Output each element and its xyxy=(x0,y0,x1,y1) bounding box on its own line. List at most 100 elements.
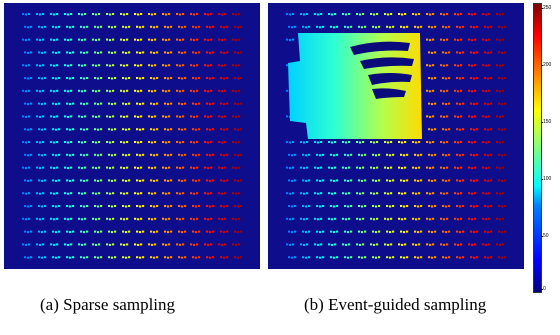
depth-point xyxy=(95,192,98,195)
depth-point xyxy=(316,25,319,28)
depth-point xyxy=(496,192,499,195)
depth-point xyxy=(302,256,305,259)
depth-point xyxy=(154,38,157,41)
depth-point xyxy=(347,256,350,259)
depth-point xyxy=(165,90,168,93)
depth-point xyxy=(196,192,199,195)
depth-point xyxy=(70,192,73,195)
depth-point xyxy=(134,115,137,118)
depth-point xyxy=(440,166,443,169)
depth-map-event-guided xyxy=(268,3,524,269)
depth-point xyxy=(234,179,237,182)
depth-point xyxy=(55,77,58,80)
depth-point xyxy=(66,256,69,259)
depth-point xyxy=(176,89,179,92)
depth-point xyxy=(238,141,241,143)
depth-point xyxy=(140,115,143,118)
depth-point xyxy=(224,166,227,169)
depth-point xyxy=(373,243,376,246)
depth-point xyxy=(137,218,140,221)
depth-point xyxy=(204,217,207,220)
depth-point xyxy=(428,153,431,156)
depth-point xyxy=(344,256,347,259)
depth-point xyxy=(70,64,73,67)
depth-point xyxy=(94,153,97,156)
depth-point xyxy=(221,64,224,67)
depth-point xyxy=(92,243,95,246)
depth-point xyxy=(496,38,499,41)
depth-point xyxy=(39,90,42,93)
depth-point xyxy=(476,25,479,28)
depth-point xyxy=(372,25,375,28)
depth-point xyxy=(429,243,432,246)
depth-point xyxy=(164,153,167,156)
depth-point xyxy=(240,128,243,131)
depth-point xyxy=(291,205,294,208)
depth-point xyxy=(120,13,123,15)
colorbar-gradient xyxy=(533,3,542,293)
depth-point xyxy=(58,128,61,131)
depth-point xyxy=(120,64,123,67)
depth-point xyxy=(142,77,145,79)
depth-point xyxy=(111,128,114,131)
depth-point xyxy=(122,25,125,28)
depth-point xyxy=(84,217,87,220)
depth-point xyxy=(471,141,474,144)
depth-point xyxy=(36,89,39,92)
depth-point xyxy=(490,179,493,182)
depth-point xyxy=(303,243,306,246)
depth-point xyxy=(22,89,25,92)
depth-point xyxy=(456,128,459,131)
depth-point xyxy=(170,51,173,54)
depth-point xyxy=(148,64,151,67)
depth-point xyxy=(176,64,179,67)
depth-point xyxy=(22,166,25,169)
depth-point xyxy=(109,64,112,67)
depth-point xyxy=(168,192,171,195)
depth-point xyxy=(86,256,89,259)
depth-point xyxy=(22,217,25,220)
depth-point xyxy=(204,243,207,246)
depth-point xyxy=(122,51,125,54)
depth-point xyxy=(482,115,485,118)
depth-point xyxy=(69,154,72,157)
depth-point xyxy=(193,243,196,246)
depth-point xyxy=(125,51,128,54)
depth-point xyxy=(398,243,401,246)
depth-point xyxy=(443,243,446,246)
depth-point xyxy=(195,256,198,259)
depth-point xyxy=(111,51,114,54)
depth-point xyxy=(468,192,471,195)
depth-point xyxy=(375,256,378,259)
depth-point xyxy=(168,217,171,220)
depth-point xyxy=(120,166,123,169)
depth-point xyxy=(442,153,445,156)
depth-point xyxy=(136,205,139,207)
depth-point xyxy=(212,128,215,131)
depth-point xyxy=(67,218,70,221)
depth-point xyxy=(316,256,319,259)
depth-point xyxy=(94,256,97,259)
depth-point xyxy=(72,77,75,79)
depth-point xyxy=(44,153,47,156)
depth-point xyxy=(474,13,477,15)
depth-point xyxy=(390,217,393,220)
depth-point xyxy=(207,13,210,16)
depth-point xyxy=(209,256,212,259)
depth-point xyxy=(182,13,185,15)
depth-point xyxy=(470,128,473,131)
depth-point xyxy=(42,166,45,169)
depth-point xyxy=(434,153,437,156)
depth-point xyxy=(470,153,473,156)
depth-point xyxy=(442,25,445,28)
depth-point xyxy=(41,154,44,157)
depth-point xyxy=(459,128,462,131)
depth-point xyxy=(190,89,193,92)
depth-point xyxy=(25,115,28,118)
depth-point xyxy=(41,51,44,54)
depth-point xyxy=(95,141,98,144)
depth-point xyxy=(316,230,319,233)
depth-point xyxy=(462,128,465,131)
depth-point xyxy=(487,231,490,234)
depth-point xyxy=(92,141,95,143)
